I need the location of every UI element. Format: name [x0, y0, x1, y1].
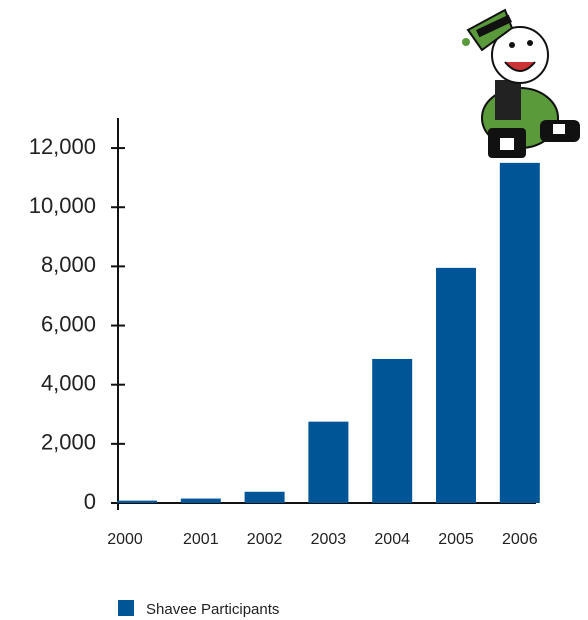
- y-tick-label: 4,000: [41, 371, 96, 396]
- bar: [308, 421, 349, 503]
- x-tick-label: 2003: [311, 531, 347, 548]
- x-tick-label: 2005: [438, 531, 474, 548]
- bar: [372, 358, 413, 503]
- x-tick-label: 2004: [374, 531, 410, 548]
- bar: [180, 498, 221, 503]
- bar: [436, 267, 476, 503]
- legend-swatch: [118, 600, 134, 616]
- mascot: [462, 8, 580, 158]
- legend-label: Shavee Participants: [146, 601, 279, 618]
- y-tick-label: 6,000: [41, 311, 96, 336]
- y-tick-label: 0: [84, 489, 96, 514]
- bar: [244, 491, 285, 503]
- y-tick-label: 2,000: [41, 430, 96, 455]
- bar: [499, 162, 540, 503]
- y-tick-label: 12,000: [29, 134, 96, 159]
- y-tick-label: 10,000: [29, 193, 96, 218]
- x-tick-label: 2000: [107, 531, 143, 548]
- y-tick-label: 8,000: [41, 252, 96, 277]
- bar: [117, 500, 157, 503]
- x-tick-label: 2006: [502, 531, 538, 548]
- x-tick-label: 2001: [183, 531, 219, 548]
- x-tick-label: 2002: [247, 531, 283, 548]
